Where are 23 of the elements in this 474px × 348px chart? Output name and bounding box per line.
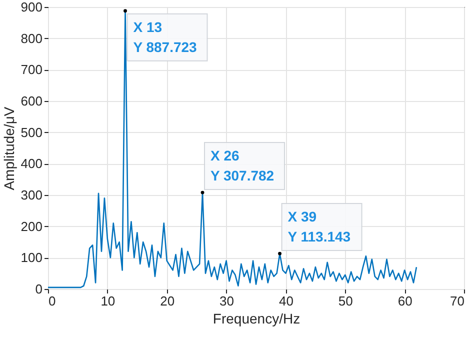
y-tick-label: 600 (20, 94, 42, 108)
y-tick-label: 700 (20, 62, 42, 78)
x-tick-label: 40 (278, 294, 294, 308)
x-axis-title: Frequency/Hz (212, 310, 300, 326)
x-tick-label: 60 (398, 294, 412, 308)
y-tick-label: 100 (20, 250, 42, 266)
x-tick-label: 70 (450, 294, 464, 308)
y-tick-label: 800 (20, 30, 42, 46)
annotation: X 13 Y 887.723 (133, 18, 198, 55)
x-tick-label: 30 (220, 294, 234, 308)
x-tick-label: 50 (338, 294, 353, 308)
annotation: X 26 Y 307.782 (210, 148, 274, 184)
x-tick-label: 20 (160, 294, 175, 308)
x-tick-label: 0 (48, 294, 56, 308)
x-tick-label: 10 (100, 294, 116, 308)
y-tick-label: 400 (20, 156, 42, 172)
y-tick-label: 300 (20, 188, 42, 202)
y-tick-label: 0 (35, 282, 42, 296)
y-tick-label: 200 (20, 218, 42, 234)
y-axis-title: Amplitude/μV (0, 106, 17, 190)
y-tick-label: 900 (20, 0, 42, 14)
y-tick-label: 500 (20, 124, 42, 140)
annotation: X 39 Y 113.143 (288, 208, 351, 245)
